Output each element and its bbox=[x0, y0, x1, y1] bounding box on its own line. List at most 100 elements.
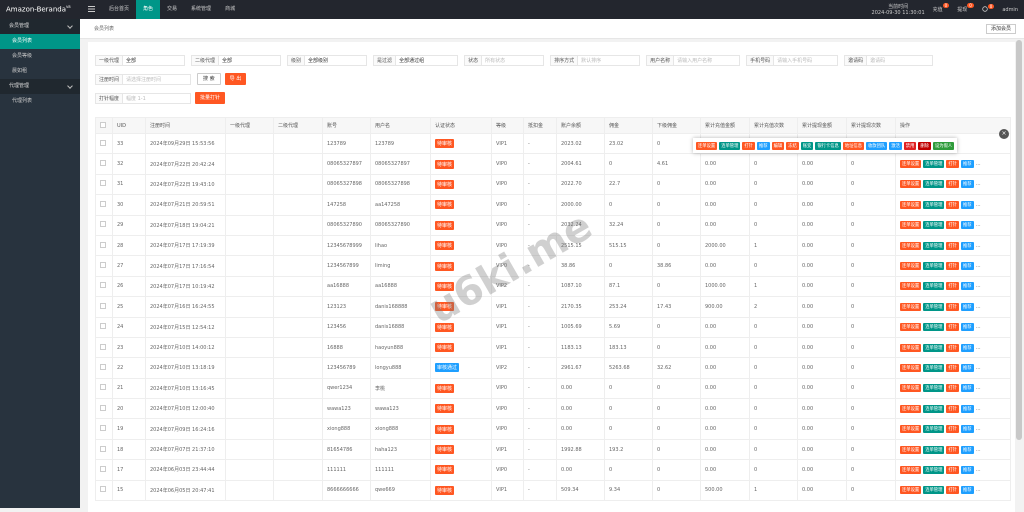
action-button[interactable]: 打针 bbox=[946, 404, 959, 413]
checkbox[interactable] bbox=[100, 445, 106, 452]
sidebar-group[interactable]: 代理管理 bbox=[0, 79, 80, 94]
filter-input[interactable]: 所有状态 bbox=[482, 55, 545, 66]
action-button[interactable]: 连单设置 bbox=[900, 363, 922, 372]
sidebar-item[interactable]: 晨如租 bbox=[12, 68, 28, 74]
action-button[interactable]: 打针 bbox=[946, 343, 959, 352]
action-button[interactable]: 推荐 bbox=[960, 465, 974, 474]
add-button[interactable]: 添加会员 bbox=[985, 24, 1016, 34]
action-button[interactable]: 打针 bbox=[946, 465, 959, 474]
action-button[interactable]: 推荐 bbox=[960, 445, 974, 454]
action-button[interactable]: 推荐 bbox=[960, 262, 974, 271]
action-button[interactable]: 打针 bbox=[946, 486, 959, 495]
action-button[interactable]: 收款团队 bbox=[866, 141, 888, 150]
more-button[interactable]: … bbox=[975, 263, 981, 270]
sidebar-item[interactable]: 代理列表 bbox=[12, 98, 33, 104]
checkbox[interactable] bbox=[100, 262, 106, 269]
action-button[interactable]: 连单管理 bbox=[923, 180, 945, 189]
action-button[interactable]: 推荐 bbox=[960, 221, 974, 230]
action-button[interactable]: 连单管理 bbox=[923, 384, 945, 393]
filter-select[interactable]: 全部 bbox=[123, 55, 186, 66]
more-button[interactable]: … bbox=[975, 242, 981, 249]
more-button[interactable]: … bbox=[975, 283, 981, 290]
action-button[interactable]: 推荐 bbox=[960, 160, 974, 169]
action-button[interactable]: 删除 bbox=[918, 141, 931, 150]
action-button[interactable]: 推荐 bbox=[960, 200, 974, 209]
action-button[interactable]: 推荐 bbox=[960, 282, 974, 291]
more-button[interactable]: … bbox=[975, 446, 981, 453]
action-button[interactable]: 连单设置 bbox=[900, 486, 922, 495]
action-button[interactable]: 打针 bbox=[946, 384, 959, 393]
action-button[interactable]: 打针 bbox=[946, 282, 959, 291]
action-button[interactable]: 连单设置 bbox=[900, 404, 922, 413]
action-button[interactable]: 连单设置 bbox=[900, 465, 922, 474]
action-button[interactable]: 连单管理 bbox=[719, 141, 741, 150]
filter-select[interactable]: 全部 bbox=[219, 55, 282, 66]
nav-item[interactable]: 后台首页 bbox=[109, 6, 130, 12]
nav-item[interactable]: 角色 bbox=[136, 0, 161, 19]
more-button[interactable]: … bbox=[975, 487, 981, 494]
action-button[interactable]: 连单管理 bbox=[923, 221, 945, 230]
action-button[interactable]: 打针 bbox=[946, 160, 959, 169]
action-button[interactable]: 编辑 bbox=[771, 141, 785, 150]
menu-toggle[interactable] bbox=[80, 5, 102, 14]
action-button[interactable]: 连单设置 bbox=[900, 445, 922, 454]
checkbox[interactable] bbox=[100, 404, 106, 411]
action-button[interactable]: 连单管理 bbox=[923, 404, 945, 413]
checkbox[interactable] bbox=[100, 241, 106, 248]
action-button[interactable]: 连单设置 bbox=[900, 160, 922, 169]
filter-select[interactable]: 全部级别 bbox=[305, 55, 368, 66]
action-button[interactable]: 连单管理 bbox=[923, 486, 945, 495]
filter-input[interactable]: 请输入手机号码 bbox=[774, 55, 839, 66]
more-button[interactable]: … bbox=[975, 181, 981, 188]
action-button[interactable]: 推荐 bbox=[960, 384, 974, 393]
action-button[interactable]: 连单管理 bbox=[923, 200, 945, 209]
sidebar-item[interactable]: 会员列表 bbox=[0, 34, 80, 49]
checkbox[interactable] bbox=[100, 160, 106, 167]
action-button[interactable]: 连单设置 bbox=[696, 141, 718, 150]
action-button[interactable]: 连单管理 bbox=[923, 262, 945, 271]
more-button[interactable]: … bbox=[975, 364, 981, 371]
checkbox[interactable] bbox=[100, 323, 106, 330]
action-button[interactable]: 冻结 bbox=[786, 141, 799, 150]
filter-input[interactable]: 邀请码 bbox=[867, 55, 934, 66]
action-button[interactable]: 推荐 bbox=[960, 302, 974, 311]
action-button[interactable]: 禁用 bbox=[903, 141, 917, 150]
more-button[interactable]: … bbox=[975, 426, 981, 433]
action-button[interactable]: 连单设置 bbox=[900, 343, 922, 352]
filter-input[interactable]: 默认排序 bbox=[578, 55, 641, 66]
recharge[interactable]: 充值0 bbox=[933, 3, 950, 13]
filter-select[interactable]: 全部通过组 bbox=[396, 55, 459, 66]
batch-button[interactable]: 批量打针 bbox=[195, 92, 226, 104]
action-button[interactable]: 推荐 bbox=[960, 425, 974, 434]
checkbox[interactable] bbox=[100, 139, 106, 146]
withdraw[interactable]: 提现0 bbox=[957, 3, 974, 13]
action-button[interactable]: 银行卡信息 bbox=[815, 141, 841, 150]
action-button[interactable]: 打针 bbox=[946, 221, 959, 230]
action-button[interactable]: 打针 bbox=[946, 425, 959, 434]
action-button[interactable]: 推荐 bbox=[960, 180, 974, 189]
action-button[interactable]: 打针 bbox=[946, 323, 959, 332]
more-button[interactable]: … bbox=[975, 385, 981, 392]
action-button[interactable]: 打针 bbox=[946, 241, 959, 250]
checkbox[interactable] bbox=[100, 425, 106, 432]
action-button[interactable]: 连单管理 bbox=[923, 323, 945, 332]
more-button[interactable]: … bbox=[975, 466, 981, 473]
action-button[interactable]: 连单管理 bbox=[923, 343, 945, 352]
action-button[interactable]: 打针 bbox=[946, 302, 959, 311]
action-button[interactable]: 连单设置 bbox=[900, 262, 922, 271]
filter-input[interactable]: 请输入用户名称 bbox=[674, 55, 741, 66]
action-button[interactable]: 连单设置 bbox=[900, 384, 922, 393]
scrollbar[interactable] bbox=[1016, 40, 1022, 440]
action-button[interactable]: 推荐 bbox=[756, 141, 770, 150]
checkbox[interactable] bbox=[100, 221, 106, 228]
checkbox[interactable] bbox=[100, 343, 106, 350]
sidebar-group[interactable]: 会员管理 bbox=[0, 19, 80, 34]
action-button[interactable]: 连单管理 bbox=[923, 363, 945, 372]
action-button[interactable]: 连单设置 bbox=[900, 180, 922, 189]
action-button[interactable]: 打针 bbox=[946, 200, 959, 209]
action-button[interactable]: 连单设置 bbox=[900, 200, 922, 209]
action-button[interactable]: 连单管理 bbox=[923, 282, 945, 291]
filter-input[interactable]: 幅度 1-1 bbox=[123, 92, 192, 104]
more-button[interactable]: … bbox=[975, 222, 981, 229]
action-button[interactable]: 连单管理 bbox=[923, 302, 945, 311]
